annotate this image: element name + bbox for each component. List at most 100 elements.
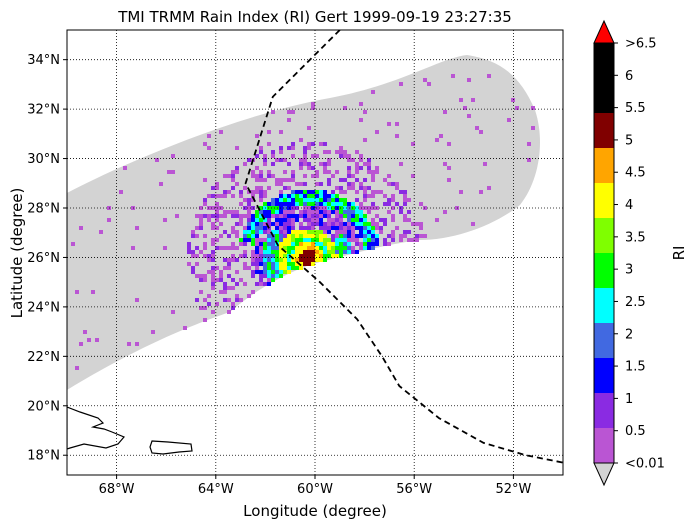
rain-cell xyxy=(219,274,223,278)
rain-cell xyxy=(247,202,251,206)
rain-cell xyxy=(295,190,299,194)
rain-cell xyxy=(295,206,299,210)
y-tick-label: 34°N xyxy=(27,53,60,68)
rain-cell xyxy=(251,250,255,254)
rain-cell xyxy=(355,150,359,154)
rain-cell xyxy=(275,182,279,186)
rain-cell xyxy=(251,234,255,238)
rain-cell xyxy=(299,258,303,262)
rain-cell xyxy=(227,298,231,302)
rain-cell xyxy=(323,250,327,254)
rain-cell xyxy=(271,250,275,254)
rain-cell xyxy=(307,126,311,130)
rain-cell xyxy=(331,234,335,238)
rain-cell xyxy=(447,142,451,146)
rain-cell xyxy=(203,202,207,206)
rain-cell xyxy=(235,214,239,218)
rain-cell xyxy=(267,266,271,270)
rain-cell xyxy=(259,190,263,194)
rain-cell xyxy=(131,246,135,250)
rain-cell xyxy=(191,234,195,238)
rain-cell xyxy=(203,142,207,146)
rain-cell xyxy=(335,230,339,234)
rain-cell xyxy=(343,206,347,210)
rain-cell xyxy=(187,262,191,266)
rain-cell xyxy=(287,198,291,202)
rain-cell xyxy=(367,226,371,230)
rain-cell xyxy=(187,242,191,246)
rain-cell xyxy=(355,162,359,166)
rain-cell xyxy=(215,182,219,186)
rain-cell xyxy=(267,186,271,190)
rain-cell xyxy=(279,230,283,234)
rain-cell xyxy=(283,254,287,258)
rain-cell xyxy=(531,126,535,130)
rain-cell xyxy=(287,230,291,234)
rain-cell xyxy=(303,258,307,262)
rain-cell xyxy=(355,226,359,230)
rain-cell xyxy=(263,246,267,250)
coastline xyxy=(67,406,193,455)
rain-cell xyxy=(391,218,395,222)
rain-cell xyxy=(343,226,347,230)
rain-cell xyxy=(295,194,299,198)
rain-cell xyxy=(271,198,275,202)
rain-cell xyxy=(215,186,219,190)
rain-cell xyxy=(271,210,275,214)
rain-cell xyxy=(275,274,279,278)
rain-cell xyxy=(359,182,363,186)
rain-cell xyxy=(295,246,299,250)
rain-cell xyxy=(263,178,267,182)
rain-cell xyxy=(99,230,103,234)
rain-cell xyxy=(395,202,399,206)
rain-cell xyxy=(371,178,375,182)
rain-cell xyxy=(415,234,419,238)
rain-cell xyxy=(319,258,323,262)
rain-cell xyxy=(299,166,303,170)
colorbar-segment xyxy=(594,148,614,183)
rain-cell xyxy=(195,274,199,278)
rain-cell xyxy=(287,266,291,270)
rain-cell xyxy=(323,142,327,146)
rain-cell xyxy=(203,198,207,202)
rain-cell xyxy=(375,222,379,226)
rain-cell xyxy=(199,214,203,218)
rain-cell xyxy=(251,230,255,234)
rain-cell xyxy=(295,262,299,266)
rain-cell xyxy=(327,150,331,154)
rain-cell xyxy=(283,238,287,242)
rain-cell xyxy=(267,130,271,134)
rain-cell xyxy=(367,238,371,242)
rain-cell xyxy=(243,282,247,286)
rain-cell xyxy=(235,282,239,286)
rain-cell xyxy=(295,250,299,254)
rain-cell xyxy=(203,246,207,250)
rain-cell xyxy=(327,210,331,214)
rain-cell xyxy=(319,194,323,198)
rain-cell xyxy=(419,234,423,238)
rain-cell xyxy=(315,258,319,262)
rain-cell xyxy=(347,222,351,226)
rain-cell xyxy=(303,226,307,230)
rain-cell xyxy=(307,146,311,150)
rain-cell xyxy=(471,98,475,102)
rain-cell xyxy=(223,246,227,250)
rain-cell xyxy=(163,246,167,250)
rain-cell xyxy=(295,242,299,246)
rain-cell xyxy=(343,154,347,158)
rain-cell xyxy=(227,266,231,270)
rain-cell xyxy=(287,262,291,266)
rain-cell xyxy=(319,218,323,222)
rain-cell xyxy=(299,198,303,202)
rain-cell xyxy=(243,230,247,234)
rain-cell xyxy=(283,222,287,226)
rain-cell xyxy=(315,254,319,258)
rain-cell xyxy=(319,254,323,258)
rain-cell xyxy=(371,190,375,194)
rain-cell xyxy=(383,218,387,222)
rain-cell xyxy=(311,238,315,242)
rain-cell xyxy=(351,202,355,206)
rain-cell xyxy=(287,246,291,250)
rain-cell xyxy=(419,226,423,230)
rain-cell xyxy=(211,310,215,314)
